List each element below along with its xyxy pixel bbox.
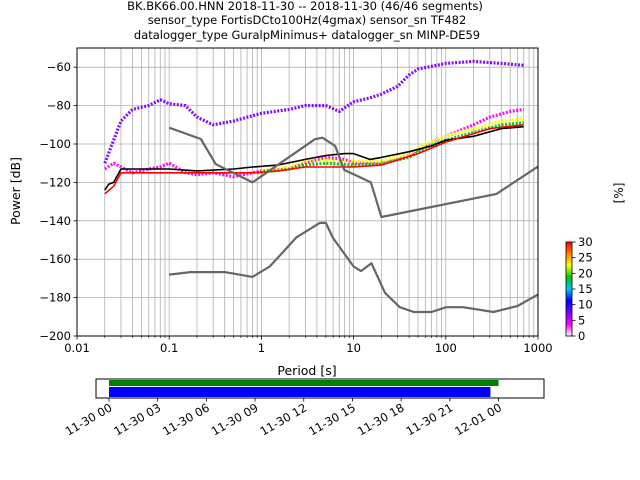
y-tick-label: −60 bbox=[47, 60, 71, 74]
x-tick-label: 1 bbox=[258, 341, 265, 355]
coverage-bar bbox=[108, 387, 491, 397]
timeline-tick-label: 11-30 06 bbox=[160, 400, 212, 438]
timeline-tick-label: 11-30 12 bbox=[257, 400, 309, 438]
x-axis-label: Period [s] bbox=[277, 363, 336, 378]
colorbar-tick-label: 30 bbox=[578, 235, 593, 249]
timeline-frame bbox=[95, 378, 545, 399]
x-tick-label: 0.1 bbox=[160, 341, 178, 355]
y-axis-label: Power [dB] bbox=[8, 157, 23, 225]
x-axis: 0.01 0.1 1 10 100 1000 bbox=[64, 336, 553, 355]
timeline-tick-label: 12-01 00 bbox=[452, 400, 504, 438]
y-tick-label: −120 bbox=[39, 175, 71, 189]
series-line-mode-5 bbox=[104, 124, 524, 195]
plot-frame bbox=[76, 47, 539, 337]
x-tick-label: 10 bbox=[346, 341, 361, 355]
series-line-nlnm-7 bbox=[169, 221, 538, 314]
colorbar-tick-label: 10 bbox=[578, 298, 593, 312]
colorbar-tick-label: 25 bbox=[578, 251, 593, 265]
coverage-bar bbox=[108, 380, 499, 386]
timeline-tick-label: 11-30 03 bbox=[111, 400, 163, 438]
colorbar-label: [%] bbox=[612, 183, 626, 204]
timeline-tick-label: 11-30 09 bbox=[209, 400, 261, 438]
grid bbox=[76, 48, 538, 337]
colorbar-tick-label: 20 bbox=[578, 266, 593, 280]
x-tick-label: 100 bbox=[435, 341, 457, 355]
y-tick-label: −160 bbox=[39, 252, 71, 266]
colorbar-tick-label: 5 bbox=[578, 313, 585, 327]
y-tick-label: −180 bbox=[39, 291, 71, 305]
colorbar-tick-label: 15 bbox=[578, 282, 593, 296]
series-group bbox=[103, 59, 538, 314]
chart-title-line2: sensor_type FortisDCto100Hz(4gmax) senso… bbox=[148, 13, 467, 27]
series-line-nhnm-6 bbox=[168, 126, 538, 219]
chart-title-line1: BK.BK66.00.HNN 2018-11-30 -- 2018-11-30 … bbox=[127, 0, 483, 13]
y-tick-label: −140 bbox=[39, 214, 71, 228]
timeline-tick-label: 11-30 00 bbox=[63, 400, 115, 438]
colorbar-tick-label: 0 bbox=[578, 329, 585, 343]
timeline-tick-label: 11-30 18 bbox=[355, 400, 407, 438]
timeline-tick-label: 11-30 15 bbox=[306, 400, 358, 438]
ppsd-plot: 0.01 0.1 1 10 100 1000−60−80−100−120−140−160−… bbox=[39, 47, 553, 355]
series-line-mean-4 bbox=[104, 125, 524, 191]
series-line-ppsd-band-3 bbox=[261, 117, 524, 173]
x-tick-label: 0.01 bbox=[64, 341, 90, 355]
colorbar-gradient bbox=[565, 241, 573, 337]
y-axis: −60 −80 −100 −120 −140 −160 −180 −200 bbox=[39, 60, 77, 343]
series-line-ppsd-band-2 bbox=[257, 121, 524, 175]
x-tick-label: 1000 bbox=[523, 341, 552, 355]
y-tick-label: −200 bbox=[39, 329, 71, 343]
chart-title-line3: datalogger_type GuralpMinimus+ datalogge… bbox=[134, 28, 480, 42]
y-tick-label: −80 bbox=[47, 99, 71, 113]
y-tick-label: −100 bbox=[39, 137, 71, 151]
series-line-ppsd-band-1 bbox=[103, 59, 524, 164]
plot-background bbox=[77, 48, 538, 336]
timeline-tick-label: 11-30 21 bbox=[404, 400, 456, 438]
